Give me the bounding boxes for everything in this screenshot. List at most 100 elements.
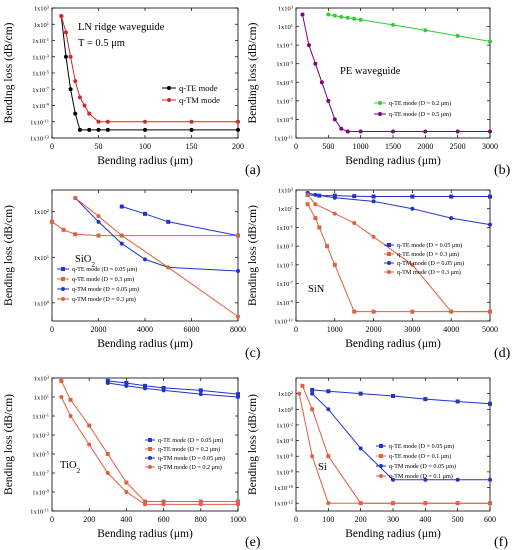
- x-tick-label: 3000: [404, 325, 420, 334]
- data-point: [236, 269, 240, 274]
- legend-label: q-TE mode: [179, 83, 218, 93]
- series-line: [298, 393, 490, 504]
- x-axis-label: Bending radius (μm): [345, 528, 441, 540]
- data-point: [319, 80, 324, 85]
- data-point: [410, 309, 415, 314]
- data-point: [391, 501, 395, 506]
- data-point: [50, 219, 54, 224]
- x-tick-label: 0: [294, 142, 298, 151]
- data-point: [352, 309, 357, 314]
- legend-label: q-TE mode (D = 0.5 μm): [389, 111, 451, 118]
- data-point: [326, 501, 331, 506]
- data-point: [488, 309, 492, 314]
- data-point: [317, 225, 322, 230]
- legend-marker: [378, 101, 382, 105]
- data-point: [326, 389, 331, 394]
- legend-label: q-TE mode (D = 0.05 μm): [72, 266, 137, 273]
- data-point: [73, 232, 78, 237]
- legend-marker: [378, 112, 382, 116]
- y-tick-label: 1x102: [278, 390, 293, 399]
- y-tick-label: 1x100: [34, 299, 50, 308]
- x-tick-label: 500: [452, 515, 464, 524]
- x-tick-label: 800: [195, 515, 207, 524]
- data-point: [143, 119, 147, 124]
- x-tick-label: 200: [232, 142, 244, 151]
- data-point: [305, 202, 310, 207]
- chart-panel: 0 2000 4000 6000 8000 1x102 1x101 1x100 Bending …: [3, 189, 261, 361]
- x-tick-label: 1000: [327, 325, 343, 334]
- data-point: [161, 388, 166, 393]
- panel-annotation: PE waveguide: [340, 66, 401, 77]
- data-point: [326, 12, 331, 17]
- data-point: [124, 490, 129, 494]
- legend-marker: [61, 267, 65, 271]
- data-point: [236, 127, 240, 132]
- data-point: [143, 386, 147, 391]
- legend-marker: [387, 252, 391, 256]
- data-point: [358, 17, 363, 22]
- chart-panel: 0 1000 2000 3000 4000 5000 1x103 1x101 1x10-1 1x1…: [247, 186, 511, 361]
- data-point: [73, 111, 78, 116]
- chart-panel: 0 50 100 150 200 1x103 1x101 1x10-1 1x10-3 1x10-5…: [3, 4, 261, 178]
- legend: q-TE mode q-TM mode: [162, 83, 220, 105]
- plot-frame: [51, 377, 239, 512]
- panel-label: (e): [245, 535, 261, 550]
- data-point: [391, 22, 395, 27]
- data-point: [358, 501, 363, 506]
- legend: q-TE mode (D = 0.05 μm) q-TE mode (D = 0.…: [384, 242, 464, 276]
- data-point: [166, 219, 171, 224]
- series-line: [328, 14, 491, 42]
- x-tick-label: 400: [120, 515, 132, 524]
- y-tick-label: 1x10-1: [276, 223, 293, 232]
- series-line: [307, 203, 490, 313]
- x-tick-label: 1000: [230, 515, 246, 524]
- y-tick-label: 1x10-1: [276, 41, 293, 50]
- data-point: [332, 211, 337, 216]
- data-point: [313, 61, 318, 66]
- series-line: [74, 197, 239, 272]
- legend-label: q-TM mode (D = 0.05 μm): [158, 455, 225, 462]
- y-tick-label: 1x10-13: [30, 134, 50, 143]
- x-tick-label: 200: [83, 515, 95, 524]
- x-tick-label: 0: [294, 325, 298, 334]
- x-axis-label: Bending radius (μm): [345, 155, 441, 167]
- data-point: [310, 454, 315, 459]
- data-point: [166, 265, 171, 270]
- x-tick-label: 200: [355, 515, 367, 524]
- data-point: [358, 129, 363, 134]
- x-tick-label: 2000: [91, 325, 107, 334]
- data-point: [455, 477, 460, 482]
- x-tick-label: 300: [387, 515, 399, 524]
- x-tick-label: 1500: [385, 142, 401, 151]
- data-point: [68, 87, 73, 92]
- data-point: [96, 214, 101, 219]
- data-point: [105, 452, 110, 456]
- data-point: [59, 378, 64, 383]
- data-point: [143, 127, 147, 132]
- legend-marker: [379, 474, 383, 478]
- x-axis-label: Bending radius (μm): [97, 338, 193, 350]
- data-point: [325, 244, 330, 249]
- x-tick-label: 0: [294, 515, 298, 524]
- y-tick-label: 1x10-7: [276, 280, 293, 289]
- data-point: [371, 234, 376, 239]
- data-point: [236, 395, 240, 399]
- data-point: [455, 399, 460, 404]
- y-tick-label: 1x10-5: [32, 450, 49, 459]
- data-point: [410, 194, 415, 199]
- legend-label: q-TE mode (D = 0.3 μm): [397, 251, 459, 258]
- data-point: [105, 127, 110, 132]
- data-point: [124, 380, 129, 385]
- y-axis-label: Bending loss (dB/cm): [3, 394, 15, 495]
- data-point: [391, 394, 395, 399]
- data-point: [358, 446, 363, 451]
- data-point: [87, 442, 92, 447]
- legend: q-TE mode (D = 0.05 μm) q-TE mode (D = 0.…: [145, 437, 225, 471]
- data-point: [310, 391, 315, 396]
- data-point: [423, 129, 428, 134]
- data-point: [326, 454, 331, 459]
- x-tick-label: 4000: [443, 325, 459, 334]
- x-tick-label: 600: [158, 515, 170, 524]
- data-point: [105, 119, 110, 124]
- data-point: [410, 206, 415, 211]
